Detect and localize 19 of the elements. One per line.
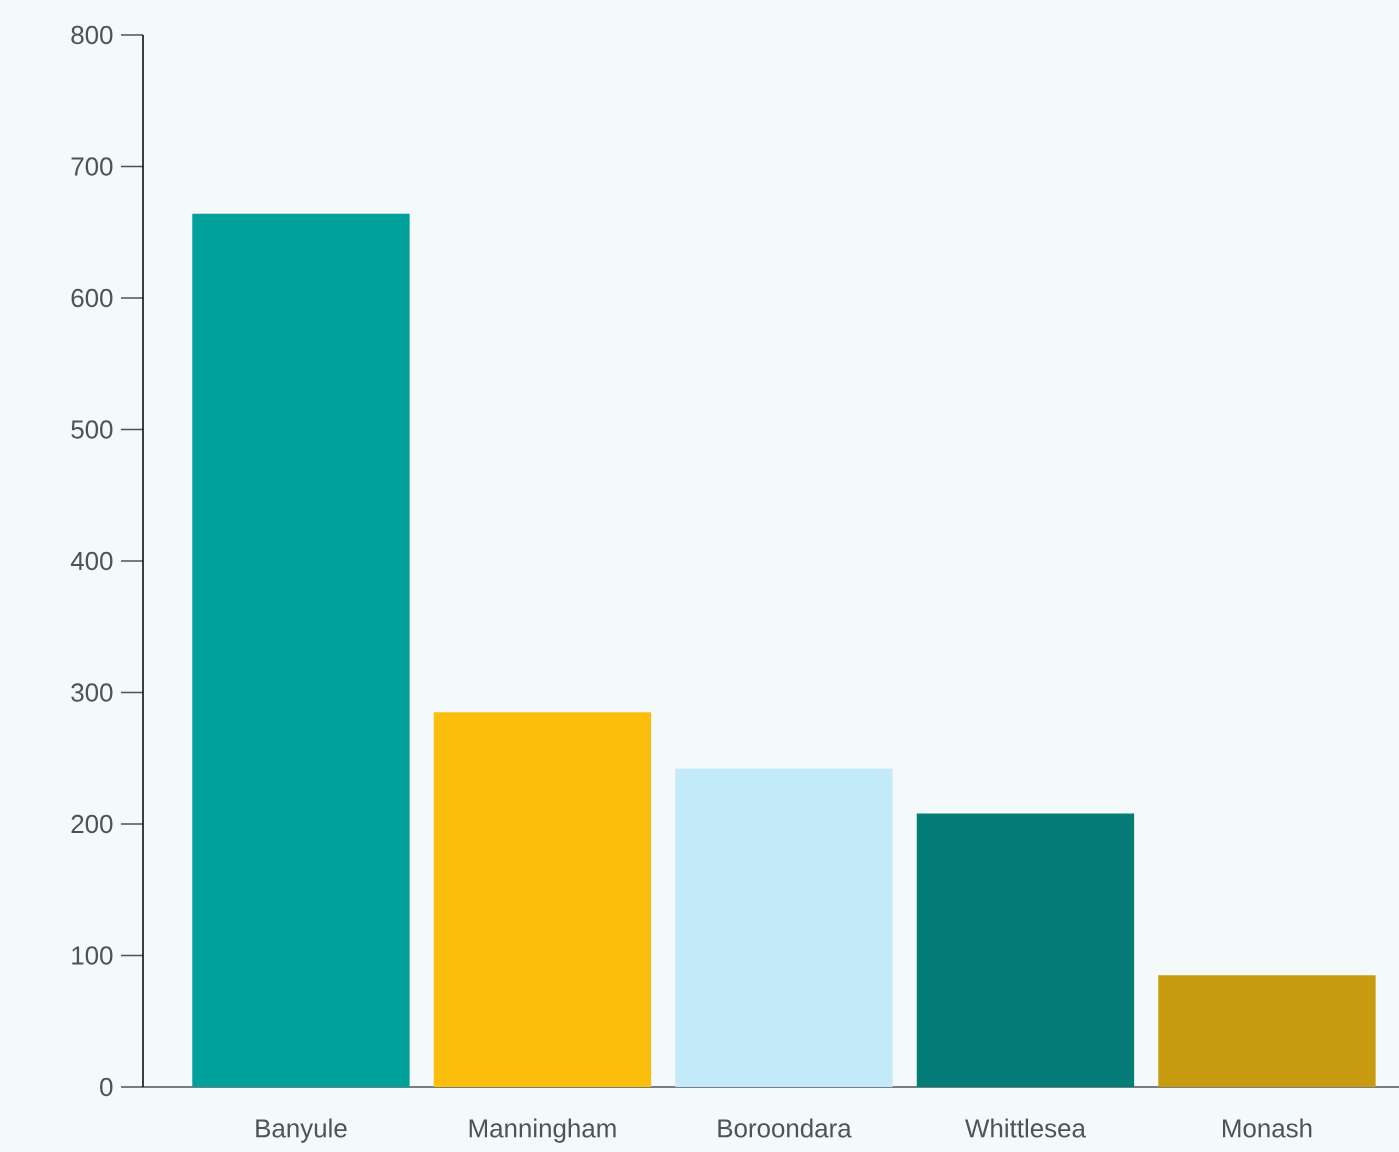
x-tick-label: Whittlesea xyxy=(965,1118,1086,1138)
y-tick-label: 800 xyxy=(71,25,113,45)
y-tick-label: 600 xyxy=(71,288,113,308)
bar xyxy=(433,712,652,1087)
x-tick-label: Boroondara xyxy=(718,1118,852,1138)
x-tick-label: Banyule xyxy=(256,1118,347,1143)
bar xyxy=(916,813,1135,1087)
y-tick-label: 0 xyxy=(100,1077,113,1097)
x-tick-label: Monash xyxy=(1223,1118,1312,1138)
y-tick-label: 100 xyxy=(72,946,113,965)
y-tick-label: 200 xyxy=(71,814,113,834)
bar xyxy=(675,768,893,1087)
y-tick-label: 500 xyxy=(71,420,113,439)
bar xyxy=(1158,975,1376,1087)
x-tick-label: Manningham xyxy=(469,1118,616,1143)
y-tick-label: 300 xyxy=(71,683,113,702)
y-tick-label: 700 xyxy=(71,157,113,176)
y-tick-label: 400 xyxy=(70,551,113,571)
bar xyxy=(192,213,410,1087)
